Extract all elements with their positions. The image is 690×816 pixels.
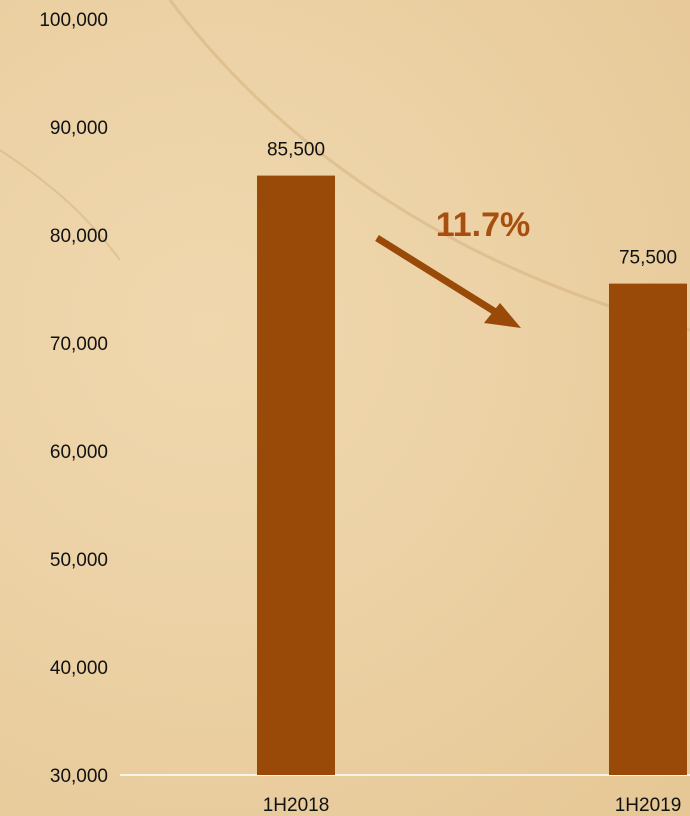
bars: 85,500 75,500 — [257, 140, 687, 776]
change-percent-label: 11.7% — [436, 206, 531, 244]
y-tick-label: 90,000 — [50, 118, 108, 139]
y-tick-label: 80,000 — [50, 226, 108, 247]
y-tick-label: 70,000 — [50, 334, 108, 355]
bar-1H2018 — [257, 175, 335, 776]
y-tick-label: 60,000 — [50, 442, 108, 463]
y-tick-label: 100,000 — [39, 10, 108, 31]
y-tick-label: 40,000 — [50, 658, 108, 679]
decrease-arrow — [375, 235, 507, 321]
y-tick-label: 50,000 — [50, 550, 108, 571]
data-label: 85,500 — [267, 140, 325, 161]
y-tick-label: 30,000 — [50, 766, 108, 787]
data-label: 75,500 — [619, 248, 677, 269]
x-tick-label: 1H2019 — [615, 795, 682, 816]
x-axis: 1H2018 1H2019 — [263, 795, 682, 816]
x-tick-label: 1H2018 — [263, 795, 330, 816]
background-decoration — [0, 0, 690, 332]
bar-1H2019 — [609, 283, 687, 775]
change-annotation: 11.7% — [375, 206, 531, 328]
y-axis: 30,000 40,000 50,000 60,000 70,000 80,000 90,0… — [39, 10, 108, 787]
arrow-head-icon — [484, 303, 521, 328]
